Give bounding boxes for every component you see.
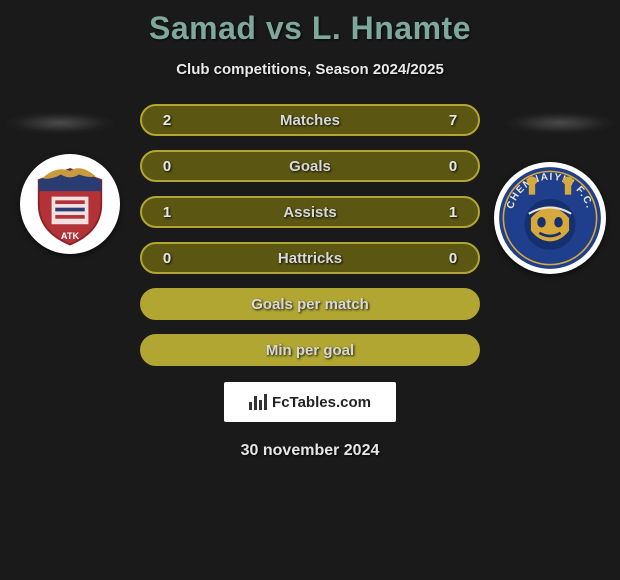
stat-value-left: 2: [158, 112, 176, 129]
stat-value-right: 7: [444, 112, 462, 129]
stat-label: Min per goal: [142, 342, 478, 359]
club-logo-left: ATK: [20, 154, 120, 254]
brand-text: FcTables.com: [272, 394, 371, 411]
bar-chart-icon: [249, 394, 267, 410]
svg-text:ATK: ATK: [61, 231, 80, 241]
page-title: Samad vs L. Hnamte: [0, 0, 620, 47]
atk-crest-icon: ATK: [24, 158, 116, 250]
stat-value-left: 1: [158, 204, 176, 221]
stat-value-right: 1: [444, 204, 462, 221]
stats-list: 2Matches70Goals01Assists10Hattricks0Goal…: [140, 104, 480, 366]
comparison-date: 30 november 2024: [0, 442, 620, 460]
stat-row: Goals per match: [140, 288, 480, 320]
stat-label: Goals: [142, 158, 478, 175]
stat-value-left: 0: [158, 158, 176, 175]
club-logo-right: CHENNAIYIN F.C.: [494, 162, 606, 274]
stat-row: 1Assists1: [140, 196, 480, 228]
fctables-brand: FcTables.com: [224, 382, 396, 422]
stat-value-left: 0: [158, 250, 176, 267]
logo-shadow-left: [6, 112, 114, 134]
comparison-panel: ATK CHENNAIYIN F.C. 2Matches70Goals01Ass…: [0, 104, 620, 366]
stat-label: Goals per match: [142, 296, 478, 313]
stat-label: Hattricks: [142, 250, 478, 267]
stat-value-right: 0: [444, 158, 462, 175]
stat-row: 2Matches7: [140, 104, 480, 136]
stat-row: 0Hattricks0: [140, 242, 480, 274]
stat-row: Min per goal: [140, 334, 480, 366]
stat-label: Assists: [142, 204, 478, 221]
page-subtitle: Club competitions, Season 2024/2025: [0, 61, 620, 78]
logo-shadow-right: [506, 112, 614, 134]
stat-value-right: 0: [444, 250, 462, 267]
stat-row: 0Goals0: [140, 150, 480, 182]
stat-label: Matches: [142, 112, 478, 129]
chennaiyin-crest-icon: CHENNAIYIN F.C.: [497, 165, 603, 271]
